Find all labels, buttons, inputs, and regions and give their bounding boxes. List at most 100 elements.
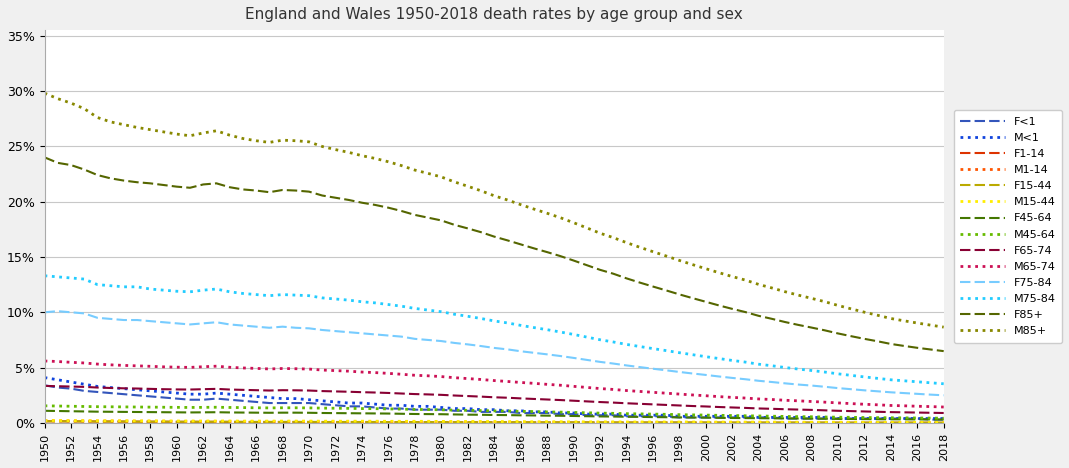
F65-74: [342, 389, 355, 395]
F<1: [911, 416, 924, 421]
M45-64: [157, 404, 170, 410]
M65-74: [105, 362, 118, 368]
F85+: [210, 181, 222, 186]
F15-44: [924, 420, 936, 425]
F65-74: [210, 386, 222, 392]
Line: M65-74: M65-74: [45, 361, 944, 407]
M1-14: [938, 420, 950, 425]
M1-14: [765, 420, 778, 425]
M45-64: [38, 403, 51, 409]
F<1: [342, 403, 355, 409]
Line: M15-44: M15-44: [45, 421, 944, 422]
M85+: [938, 324, 950, 330]
M75-84: [210, 286, 222, 292]
F65-74: [157, 387, 170, 392]
Line: F65-74: F65-74: [45, 386, 944, 413]
M1-14: [554, 420, 567, 425]
M85+: [157, 129, 170, 135]
M85+: [554, 215, 567, 220]
F15-44: [210, 419, 222, 424]
F1-14: [210, 419, 222, 424]
M65-74: [38, 358, 51, 364]
M75-84: [938, 381, 950, 387]
M45-64: [210, 404, 222, 410]
F75-84: [924, 392, 936, 397]
M15-44: [38, 418, 51, 424]
M75-84: [342, 297, 355, 303]
F1-14: [157, 419, 170, 424]
F75-84: [223, 322, 236, 327]
F75-84: [938, 393, 950, 398]
F65-74: [38, 383, 51, 389]
M<1: [38, 375, 51, 380]
Line: M85+: M85+: [45, 93, 944, 327]
M65-74: [342, 368, 355, 374]
F45-64: [342, 410, 355, 416]
F85+: [938, 348, 950, 354]
F65-74: [329, 388, 342, 394]
F15-44: [938, 420, 950, 425]
F1-14: [329, 419, 342, 425]
F45-64: [554, 413, 567, 418]
F1-14: [105, 419, 118, 424]
F15-44: [342, 419, 355, 425]
F45-64: [938, 417, 950, 422]
M75-84: [329, 296, 342, 302]
M<1: [210, 390, 222, 396]
M15-44: [329, 418, 342, 424]
M15-44: [924, 419, 936, 425]
F1-14: [38, 418, 51, 424]
M45-64: [342, 406, 355, 411]
M1-14: [924, 420, 936, 425]
F65-74: [554, 397, 567, 403]
M75-84: [157, 287, 170, 293]
M75-84: [105, 283, 118, 289]
M<1: [924, 416, 936, 421]
M75-84: [38, 273, 51, 278]
F<1: [554, 411, 567, 417]
F<1: [105, 390, 118, 396]
M<1: [105, 385, 118, 390]
M65-74: [329, 368, 342, 373]
F85+: [342, 197, 355, 203]
F65-74: [105, 385, 118, 391]
F45-64: [329, 410, 342, 416]
F15-44: [105, 419, 118, 424]
M45-64: [938, 416, 950, 421]
F15-44: [832, 420, 845, 425]
M<1: [938, 416, 950, 421]
Line: M75-84: M75-84: [45, 276, 944, 384]
M45-64: [554, 410, 567, 415]
F45-64: [105, 409, 118, 415]
Line: F1-14: F1-14: [45, 421, 944, 423]
F85+: [329, 195, 342, 201]
M85+: [342, 150, 355, 155]
F45-64: [157, 410, 170, 415]
M1-14: [210, 418, 222, 424]
M<1: [554, 410, 567, 416]
Line: M1-14: M1-14: [45, 421, 944, 423]
M85+: [105, 119, 118, 125]
Title: England and Wales 1950-2018 death rates by age group and sex: England and Wales 1950-2018 death rates …: [245, 7, 743, 22]
M65-74: [210, 363, 222, 369]
F<1: [329, 402, 342, 408]
M65-74: [938, 404, 950, 410]
Legend: F<1, M<1, F1-14, M1-14, F15-44, M15-44, F45-64, M45-64, F65-74, M65-74, F75-84, : F<1, M<1, F1-14, M1-14, F15-44, M15-44, …: [954, 110, 1063, 343]
F1-14: [342, 419, 355, 425]
Line: F<1: F<1: [45, 385, 944, 420]
M15-44: [938, 419, 950, 425]
F45-64: [210, 410, 222, 415]
M45-64: [105, 404, 118, 410]
Line: F45-64: F45-64: [45, 411, 944, 419]
F<1: [210, 396, 222, 402]
M1-14: [342, 419, 355, 424]
F<1: [938, 417, 950, 423]
M45-64: [329, 405, 342, 411]
Line: M45-64: M45-64: [45, 406, 944, 418]
M85+: [329, 147, 342, 153]
F1-14: [938, 420, 950, 426]
M1-14: [329, 419, 342, 424]
F75-84: [118, 317, 130, 323]
M85+: [210, 128, 222, 133]
M1-14: [38, 418, 51, 424]
